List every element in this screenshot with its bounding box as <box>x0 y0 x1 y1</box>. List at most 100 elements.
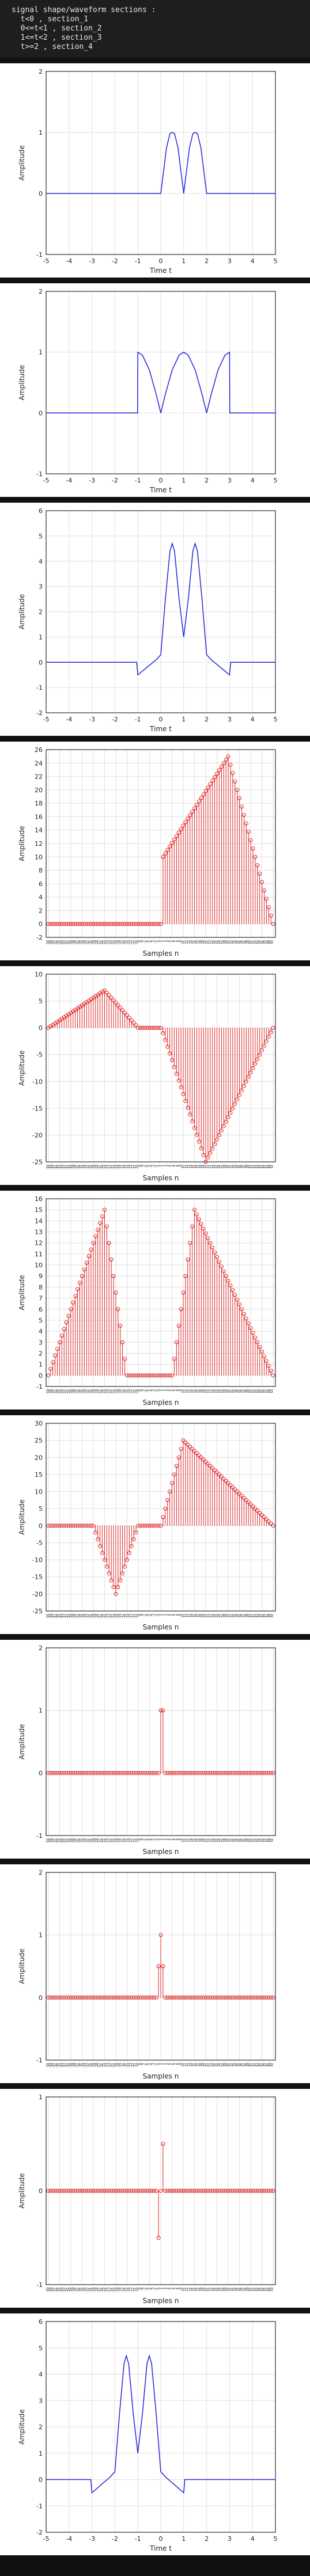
x-tick-label: 24 <box>213 2288 216 2291</box>
x-tick-label: -20 <box>114 1614 117 1618</box>
stem-marker <box>138 922 143 926</box>
stem-marker <box>248 1770 253 1775</box>
x-tick-label: 9 <box>179 1838 182 1840</box>
x-tick-label: 29 <box>224 940 227 944</box>
x-tick-label: 26 <box>217 1389 220 1393</box>
stem-marker <box>57 922 62 926</box>
stem-marker <box>170 2189 175 2193</box>
stem-marker <box>138 1373 143 1378</box>
stem-marker <box>258 1053 262 1057</box>
x-tick-label: -38 <box>73 1165 77 1169</box>
x-tick-label: -10 <box>136 1614 139 1618</box>
header-line: 0<=t<1 , section_2 <box>12 24 102 33</box>
y-tick-label: 4 <box>39 558 43 565</box>
stem-marker <box>253 1061 258 1066</box>
stem-marker <box>111 2189 116 2193</box>
stem-marker <box>152 1373 156 1378</box>
x-tick-label: 32 <box>230 1614 234 1617</box>
x-tick-label: 14 <box>190 1165 194 1168</box>
x-tick-label: -13 <box>129 1165 133 1169</box>
y-tick-label: 4 <box>39 1328 43 1335</box>
x-tick-label: -30 <box>91 2288 94 2292</box>
x-tick-label: -1 <box>156 2288 160 2290</box>
x-tick-label: 30 <box>226 2063 229 2066</box>
y-tick-label: 0 <box>39 2476 43 2484</box>
stem-marker <box>196 1995 201 2000</box>
y-axis-label: Amplitude <box>18 1948 26 1984</box>
x-tick-label: -4 <box>149 1838 153 1841</box>
stem-marker <box>123 1770 127 1775</box>
x-tick-label: -26 <box>100 1165 104 1169</box>
x-tick-label: 46 <box>262 1389 265 1393</box>
x-tick-label: 50 <box>271 1838 274 1842</box>
stem-marker <box>251 1995 255 2000</box>
x-tick-label: -4 <box>66 257 72 265</box>
stem-marker <box>186 1442 190 1447</box>
stem-marker <box>123 1564 127 1569</box>
stem-marker <box>179 1307 183 1312</box>
x-tick-label: 47 <box>264 2288 267 2291</box>
x-tick-label: -19 <box>116 2288 119 2292</box>
x-tick-label: -40 <box>69 1838 72 1843</box>
stem-marker <box>199 1770 203 1775</box>
x-tick-label: -7 <box>143 1165 146 1168</box>
stem-marker <box>59 1770 64 1775</box>
x-tick-label: 13 <box>188 2063 191 2066</box>
stem-marker <box>194 803 199 807</box>
x-tick-label: -36 <box>78 1389 81 1394</box>
x-tick-label: -35 <box>80 1389 83 1394</box>
x-tick-label: 28 <box>221 1838 225 1842</box>
x-tick-label: 11 <box>183 940 187 944</box>
x-tick-label: 9 <box>179 1165 182 1167</box>
x-tick-label: -28 <box>96 2288 99 2292</box>
x-tick-label: 40 <box>248 1165 252 1168</box>
stem-marker <box>241 1084 246 1088</box>
x-tick-label: 27 <box>219 940 222 944</box>
stem-marker <box>203 1160 208 1164</box>
x-tick-label: -3 <box>152 1838 155 1841</box>
x-tick-label: -50 <box>46 1389 50 1394</box>
x-tick-label: 5 <box>274 257 278 265</box>
stem-marker <box>194 1133 199 1137</box>
stem-marker <box>154 1025 158 1030</box>
stem-marker <box>192 1770 197 1775</box>
stem-marker <box>264 896 269 901</box>
stem-marker <box>57 1995 62 2000</box>
x-tick-label: 15 <box>192 940 196 944</box>
x-tick-label: -50 <box>46 2063 50 2068</box>
axes-frame <box>46 291 276 474</box>
x-tick-label: 31 <box>228 1614 232 1617</box>
stem-marker <box>181 1438 186 1443</box>
stem-marker <box>138 2189 143 2193</box>
y-tick-label: 0 <box>39 1994 43 2001</box>
y-tick-label: 1 <box>39 1361 43 1369</box>
x-tick-label: -21 <box>111 1838 115 1843</box>
x-tick-label: -5 <box>43 257 50 265</box>
signal-line <box>46 351 275 414</box>
x-tick-label: -19 <box>116 1165 119 1169</box>
stem-marker <box>111 1995 116 2000</box>
x-tick-label: -43 <box>62 1838 65 1843</box>
y-tick-label: 10 <box>35 853 43 861</box>
stem-marker <box>244 1316 248 1321</box>
stem-marker <box>206 1995 210 2000</box>
stem-marker <box>156 1770 161 1775</box>
x-tick-label: 37 <box>241 2288 245 2291</box>
y-tick-label: -20 <box>32 1131 43 1139</box>
stem-marker <box>224 2189 228 2193</box>
x-tick-label: -38 <box>73 940 77 945</box>
y-tick-label: 5 <box>39 1317 43 1324</box>
x-tick-label: 40 <box>248 1614 252 1617</box>
stem-marker <box>143 1025 148 1030</box>
stem-marker <box>96 1228 100 1232</box>
stem-marker <box>131 922 136 926</box>
x-tick-label: -36 <box>78 2063 81 2068</box>
stem-marker <box>75 1523 80 1528</box>
x-tick-label: -48 <box>51 1165 54 1169</box>
x-tick-label: 45 <box>260 1165 263 1168</box>
x-tick-label: -20 <box>114 940 117 945</box>
y-tick-label: -10 <box>32 1556 43 1564</box>
x-tick-label: -36 <box>78 1165 81 1169</box>
x-tick-label: 38 <box>244 2063 247 2066</box>
